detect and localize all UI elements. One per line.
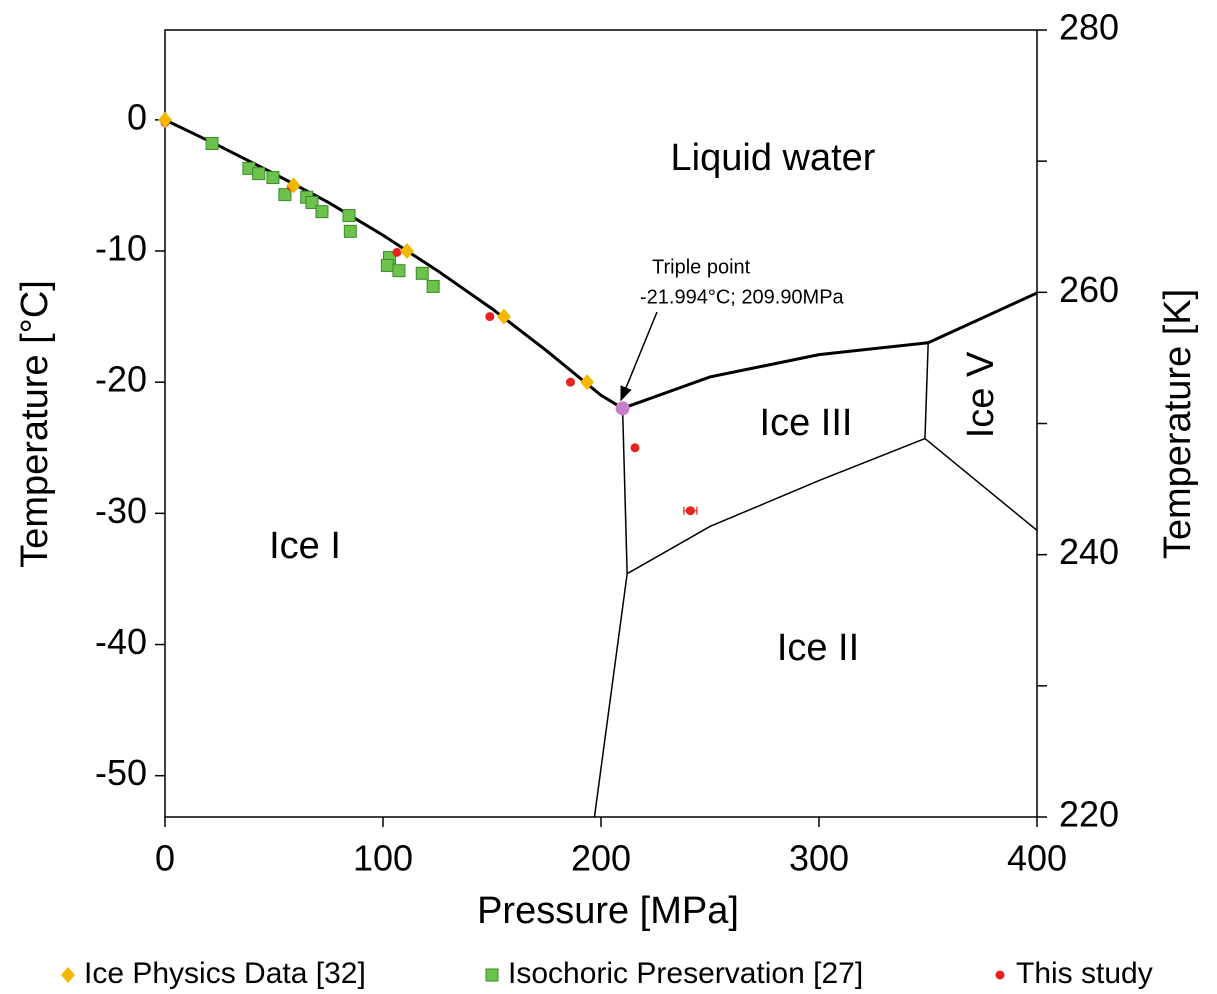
- point: [630, 443, 640, 453]
- point: [392, 264, 406, 278]
- x-axis-title: Pressure [MPa]: [477, 890, 739, 932]
- y-tick-label: -20: [95, 359, 147, 400]
- point: [496, 308, 511, 325]
- y-tick-label: -30: [95, 490, 147, 531]
- x-tick-label: 300: [789, 838, 849, 879]
- phase-boundary: [927, 291, 1037, 345]
- point: [343, 224, 357, 238]
- point: [305, 195, 319, 209]
- y-axis-title: Temperature [°C]: [14, 280, 56, 568]
- legend-label: This study: [1016, 957, 1153, 990]
- x-tick-label: 200: [571, 838, 631, 879]
- point: [380, 258, 394, 272]
- region-label: Ice V: [960, 351, 1002, 438]
- phase-boundary: [924, 342, 929, 439]
- triple-point: [615, 401, 630, 416]
- annotation: Triple point: [652, 256, 751, 278]
- legend-label: Isochoric Preservation [27]: [508, 957, 863, 990]
- y2-axis-title: Temperature [K]: [1157, 289, 1199, 559]
- legend-swatch: [485, 968, 499, 982]
- point: [426, 279, 440, 293]
- point: [399, 243, 414, 260]
- y-tick-label: 0: [127, 96, 147, 137]
- point: [565, 377, 575, 387]
- y-tick-label: -40: [95, 621, 147, 662]
- point: [266, 171, 280, 185]
- x-tick-label: 100: [353, 838, 413, 879]
- phase-boundary: [593, 573, 628, 817]
- point: [392, 247, 402, 257]
- point: [315, 205, 329, 219]
- x-tick-label: 400: [1007, 838, 1067, 879]
- y2-tick-label: 260: [1059, 269, 1119, 310]
- y-tick-label: -10: [95, 228, 147, 269]
- point: [158, 111, 172, 128]
- annotation: -21.994°C; 209.90MPa: [640, 286, 845, 308]
- point: [415, 266, 429, 280]
- y2-tick-label: 240: [1059, 531, 1119, 572]
- region-label: Ice III: [760, 402, 853, 444]
- annotation-arrow: [620, 311, 658, 402]
- point: [278, 188, 292, 202]
- point: [286, 177, 301, 194]
- point: [205, 136, 219, 150]
- point: [252, 167, 266, 181]
- point: [342, 209, 356, 223]
- region-label: Ice II: [777, 627, 859, 669]
- x-tick-label: 0: [155, 838, 175, 879]
- phase-boundary: [626, 437, 926, 575]
- legend-swatch: [995, 970, 1005, 980]
- boundaries: [165, 118, 1037, 817]
- y2-tick-label: 280: [1059, 7, 1119, 48]
- region-label: Ice I: [269, 525, 341, 567]
- point: [485, 312, 495, 322]
- point: [685, 506, 695, 516]
- y2-tick-label: 220: [1059, 794, 1119, 835]
- point: [580, 374, 595, 391]
- plot-frame: [164, 29, 1038, 818]
- phase-boundary: [924, 438, 1037, 531]
- region-label: Liquid water: [671, 137, 876, 179]
- y-tick-label: -50: [95, 752, 147, 793]
- phase-boundary: [621, 408, 628, 574]
- phase-boundary: [622, 341, 929, 410]
- legend-swatch: [61, 967, 75, 983]
- legend-label: Ice Physics Data [32]: [84, 957, 366, 990]
